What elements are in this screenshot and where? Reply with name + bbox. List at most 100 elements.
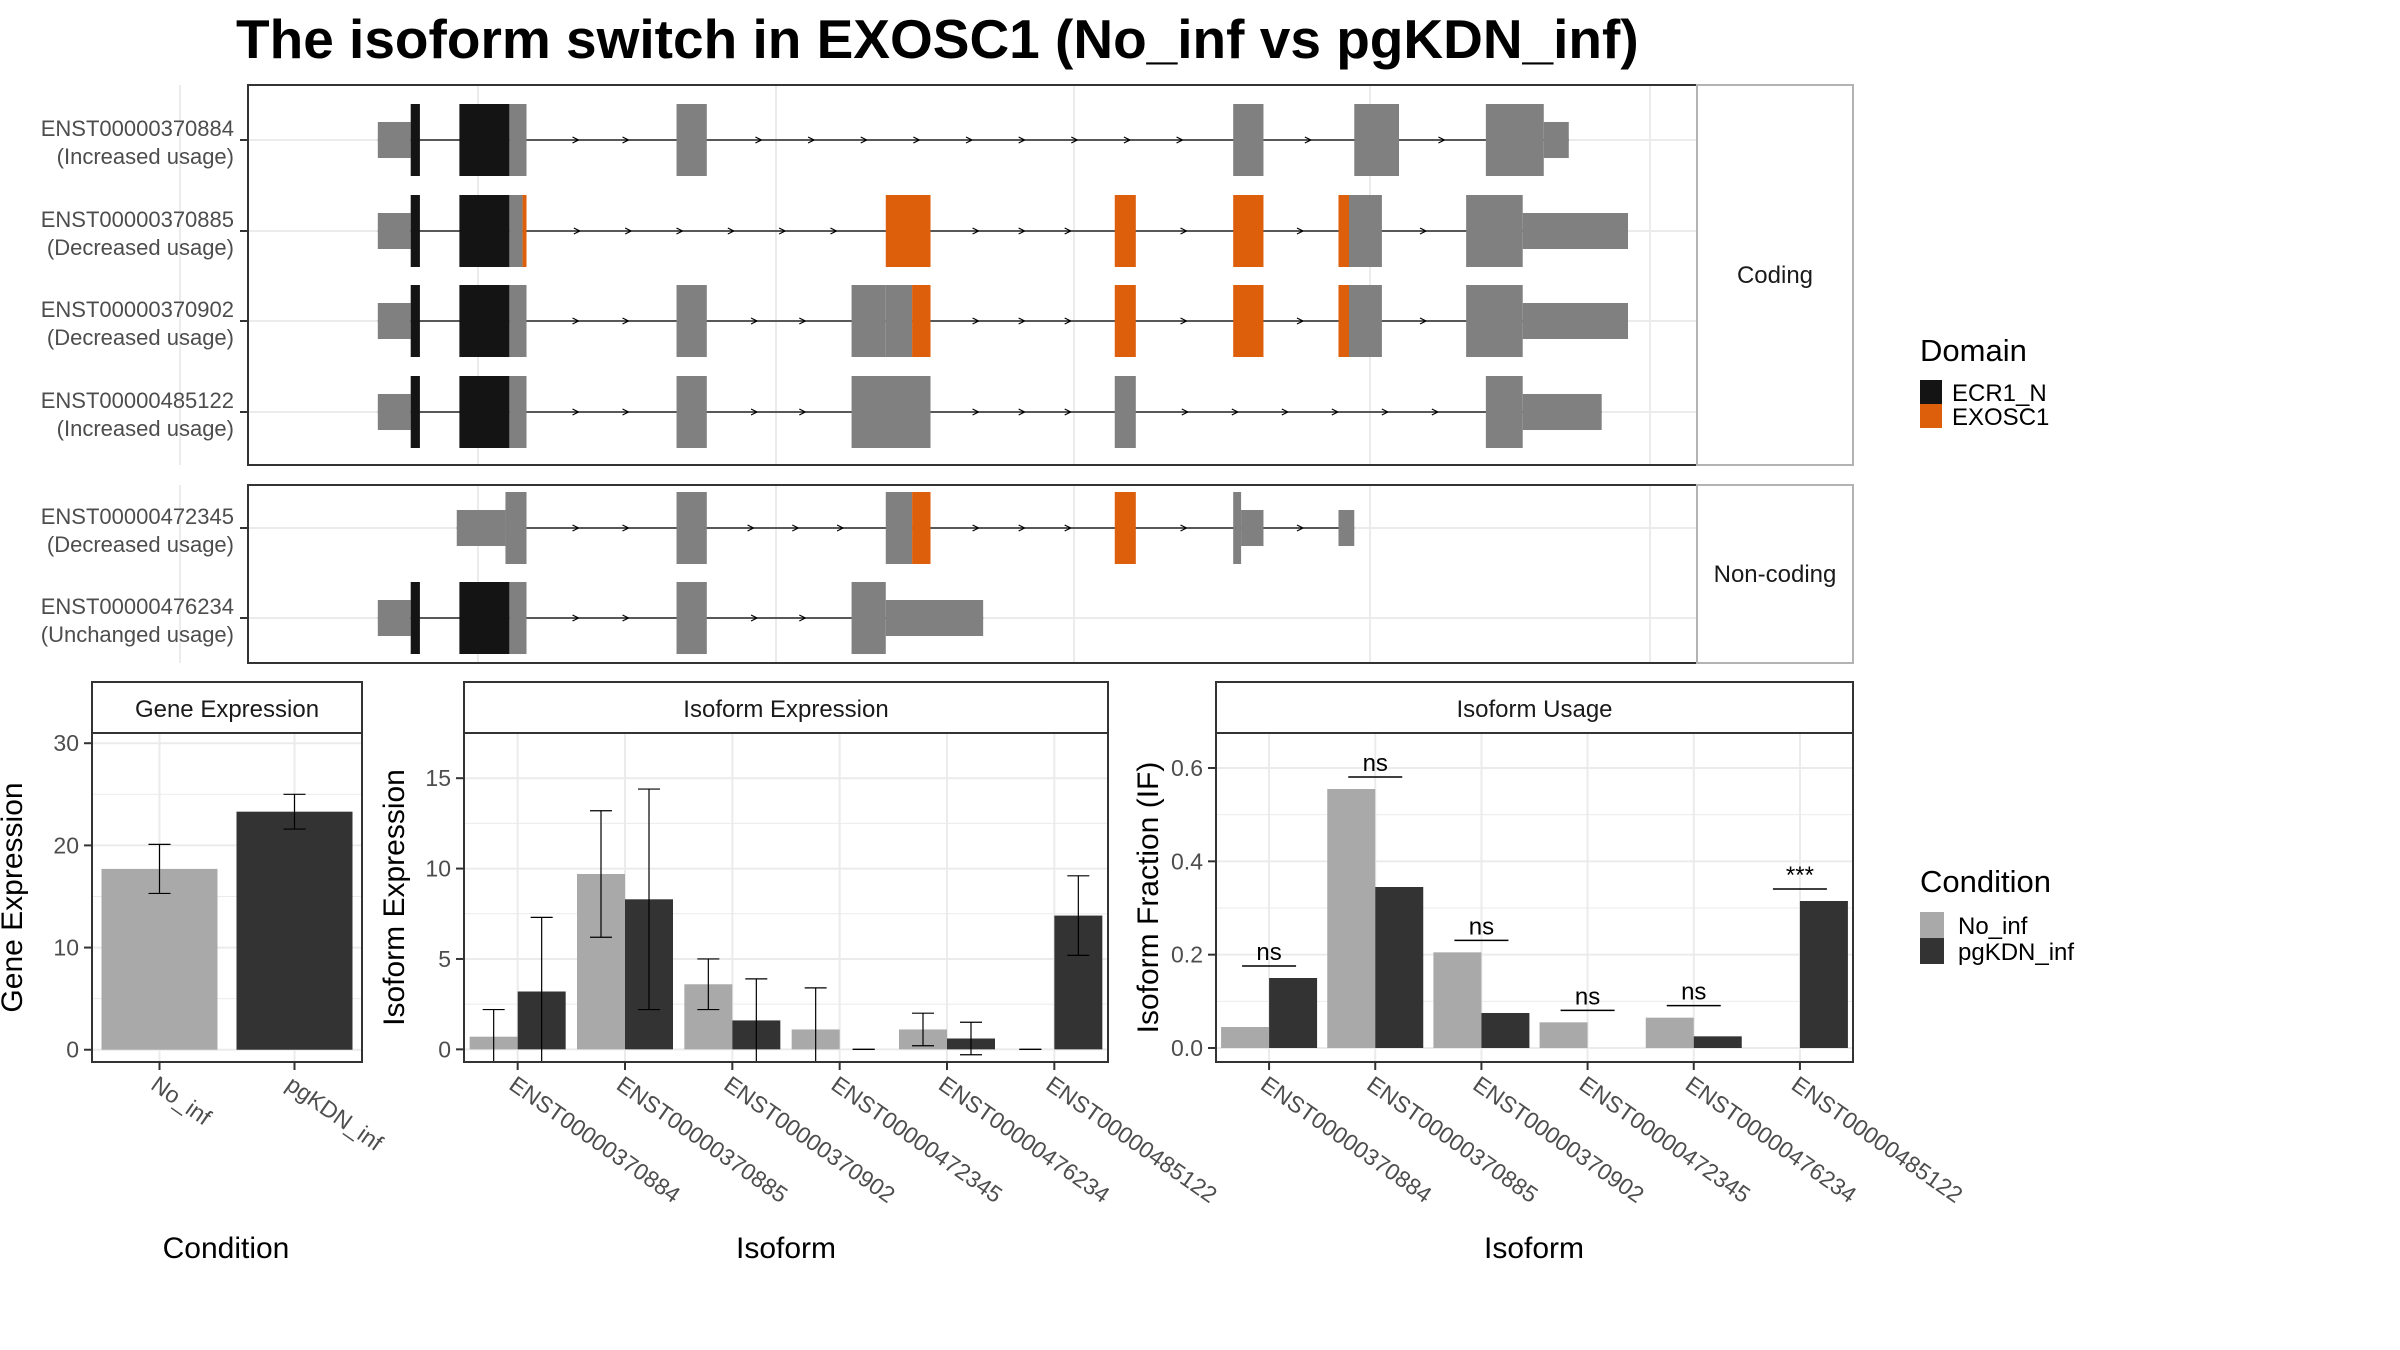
condition-legend-label: pgKDN_inf <box>1958 939 2074 966</box>
intron-arrow <box>792 524 800 532</box>
exon <box>377 122 411 158</box>
bar-No_inf <box>1327 789 1376 1048</box>
domain-legend-title: Domain <box>1920 333 2027 368</box>
intron-arrow <box>1304 136 1313 144</box>
exon-domain-EXOSC1 <box>1114 285 1136 357</box>
isoform-usage-label: (Increased usage) <box>57 416 234 441</box>
bar-pgKDN_inf <box>1693 1036 1742 1048</box>
figure-title: The isoform switch in EXOSC1 (No_inf vs … <box>236 8 1639 70</box>
exon-domain-ECR1_N <box>410 582 420 654</box>
intron-arrow <box>750 408 759 416</box>
exon-domain-EXOSC1 <box>1233 285 1264 357</box>
isoform-id-label: ENST00000370885 <box>41 207 234 232</box>
exon <box>851 285 886 357</box>
significance-label: ns <box>1469 913 1494 940</box>
exon-domain-EXOSC1 <box>1338 195 1350 267</box>
exon-domain-EXOSC1 <box>1114 195 1136 267</box>
intron-arrow <box>1018 524 1026 532</box>
intron-arrow <box>755 136 763 144</box>
exon <box>1338 510 1355 546</box>
y-tick-label: 0.2 <box>1171 942 1203 968</box>
exon <box>1349 285 1382 357</box>
intron-arrow <box>807 136 816 144</box>
y-tick-label: 20 <box>53 832 79 858</box>
intron-arrow <box>727 227 736 235</box>
x-tick-label: ENST00000370884 <box>1256 1071 1437 1208</box>
y-tick-label: 10 <box>53 935 79 961</box>
facet-strip <box>1696 484 1854 664</box>
significance-label: ns <box>1575 983 1600 1010</box>
intron-arrow <box>1296 227 1305 235</box>
intron-arrow <box>1071 136 1079 144</box>
intron-arrow <box>778 227 787 235</box>
exon-domain-EXOSC1 <box>1338 285 1350 357</box>
intron-arrow <box>830 227 838 235</box>
bar-No_inf <box>1539 1022 1588 1048</box>
exon-domain-ECR1_N <box>459 376 510 448</box>
exon <box>509 582 527 654</box>
intron-arrow <box>965 136 974 144</box>
condition-legend-title: Condition <box>1920 864 2051 899</box>
intron-arrow <box>573 227 582 235</box>
intron-arrow <box>1431 408 1440 416</box>
exon-domain-EXOSC1 <box>912 492 931 564</box>
bar-pgKDN_inf <box>1375 887 1424 1048</box>
intron-arrow <box>1064 227 1073 235</box>
intron-arrow <box>1176 136 1184 144</box>
intron-arrow <box>1231 408 1240 416</box>
intron-arrow <box>972 408 980 416</box>
x-tick-label: ENST00000370902 <box>1469 1071 1649 1208</box>
intron-arrow <box>572 614 580 622</box>
exon <box>1114 376 1136 448</box>
exon <box>1349 195 1382 267</box>
isoform-track-ENST00000485122: ENST00000485122 (Increased usage) <box>41 376 1602 448</box>
intron-arrow <box>1064 408 1073 416</box>
panel-strip <box>91 681 363 734</box>
intron-arrow <box>1180 227 1188 235</box>
plot-background <box>1216 733 1853 1062</box>
intron-arrow <box>1419 317 1428 325</box>
x-tick-label: ENST00000485122 <box>1787 1071 1967 1208</box>
intron-arrow <box>972 317 980 325</box>
condition-legend-swatch <box>1920 912 1944 938</box>
exon <box>1466 285 1523 357</box>
intron-arrow <box>622 136 630 144</box>
intron-arrow <box>1296 524 1305 532</box>
exon-domain-EXOSC1 <box>522 195 527 267</box>
x-tick-label: No_inf <box>147 1071 217 1131</box>
exon <box>885 492 913 564</box>
bar-No_inf <box>1221 1027 1270 1048</box>
isoform-usage-label: (Increased usage) <box>57 144 234 169</box>
intron-arrow <box>622 614 630 622</box>
exon <box>509 376 527 448</box>
y-axis-title: Isoform Expression <box>378 769 411 1026</box>
significance-label: ns <box>1363 750 1388 777</box>
bar-pgKDN_inf <box>236 811 353 1050</box>
exon <box>851 582 886 654</box>
y-tick-label: 0.6 <box>1171 755 1203 781</box>
intron-arrow <box>747 524 755 532</box>
bar-No_inf <box>1645 1017 1694 1048</box>
exon <box>1233 492 1242 564</box>
exon-domain-ECR1_N <box>459 582 510 654</box>
isoform-id-label: ENST00000476234 <box>41 594 234 619</box>
bar-panel-0: Gene Expression 0 10 20 30 No_inf pgKDN_inf Con… <box>0 681 388 1265</box>
intron-arrow <box>1018 136 1026 144</box>
panel-strip <box>1215 681 1854 734</box>
exon <box>377 600 411 636</box>
exon <box>1485 104 1544 176</box>
intron-arrow <box>799 614 807 622</box>
x-tick-label: ENST00000472345 <box>827 1071 1007 1208</box>
intron-arrow <box>622 524 630 532</box>
intron-arrow <box>622 408 630 416</box>
structure-panel: ENST00000370884(Increased usage)ENST0000… <box>41 84 1854 664</box>
intron-arrow <box>1381 408 1390 416</box>
x-axis-title: Isoform <box>1484 1232 1584 1265</box>
y-tick-label: 30 <box>53 730 79 756</box>
intron-arrow <box>1419 227 1428 235</box>
exon <box>851 376 931 448</box>
isoform-id-label: ENST00000485122 <box>41 388 234 413</box>
exon-domain-EXOSC1 <box>1233 195 1264 267</box>
intron-arrow <box>572 524 580 532</box>
